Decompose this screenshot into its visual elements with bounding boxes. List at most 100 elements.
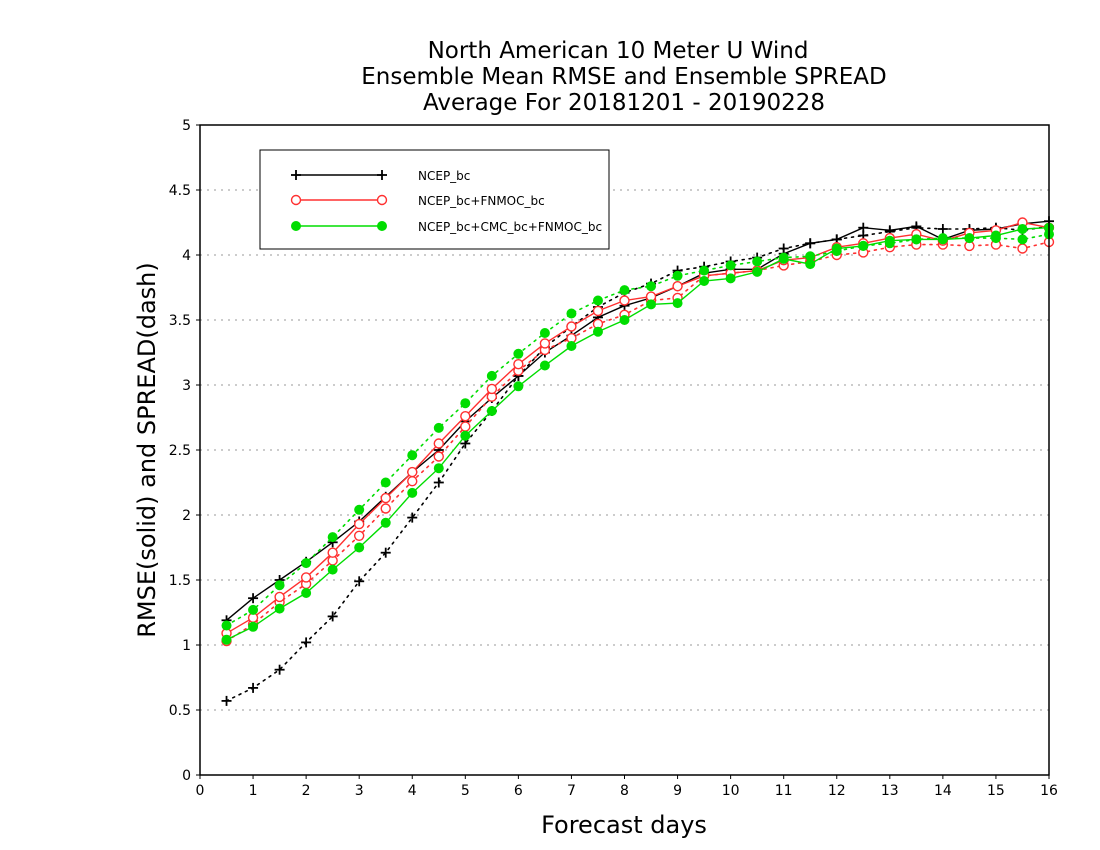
rmse-point-ncep-bc-cmc-bc-fnmoc-bc [805,259,816,270]
title-line-1: North American 10 Meter U Wind [428,38,809,64]
spread-point-ncep-bc-cmc-bc-fnmoc-bc [672,270,683,281]
x-tick-label: 1 [249,783,258,799]
x-tick-label: 8 [620,783,629,799]
spread-point-ncep-bc-cmc-bc-fnmoc-bc [327,532,338,543]
gridlines [200,189,1049,711]
rmse-point-ncep-bc-cmc-bc-fnmoc-bc [725,273,736,284]
legend-label-ncep-bc: NCEP_bc [418,169,470,183]
spread-point-ncep-bc [937,224,948,234]
legend-sample-ncep-bc [291,170,387,180]
rmse-point-ncep-bc-cmc-bc-fnmoc-bc [752,266,763,277]
rmse-point-ncep-bc-fnmoc-bc [300,572,312,583]
y-tick-label: 1.5 [169,573,191,589]
rmse-point-ncep-bc-fnmoc-bc [433,438,444,449]
x-tick-label: 11 [775,783,793,799]
spread-point-ncep-bc-cmc-bc-fnmoc-bc [592,295,603,306]
x-tick-label: 6 [514,783,523,799]
x-axis-title: Forecast days [541,811,707,839]
y-tick-label: 2.5 [169,443,191,459]
spread-point-ncep-bc-fnmoc-bc [460,421,471,432]
spread-point-ncep-bc-cmc-bc-fnmoc-bc [513,348,524,359]
spread-point-ncep-bc-cmc-bc-fnmoc-bc [619,285,630,296]
spread-point-ncep-bc-cmc-bc-fnmoc-bc [725,260,736,271]
y-tick-label: 3.5 [169,313,191,329]
spread-point-ncep-bc-cmc-bc-fnmoc-bc [539,328,550,338]
legend: NCEP_bc NCEP_bc+FNMOC_bc NCEP_bc+CMC_bc+… [259,149,610,250]
spread-point-ncep-bc [380,547,391,558]
rmse-point-ncep-bc-cmc-bc-fnmoc-bc [937,234,948,245]
rmse-point-ncep-bc-cmc-bc-fnmoc-bc [646,299,657,310]
y-tick-label: 5 [182,118,191,134]
rmse-point-ncep-bc-fnmoc-bc [619,295,630,306]
y-tick-label: 2 [182,508,191,524]
rmse-point-ncep-bc-cmc-bc-fnmoc-bc [858,240,869,251]
spread-point-ncep-bc [248,682,259,693]
title-line-3: Average For 20181201 - 20190228 [423,90,825,116]
rmse-point-ncep-bc-cmc-bc-fnmoc-bc [301,588,312,598]
spread-point-ncep-bc [354,576,365,587]
legend-marker-ncep-bc [291,170,301,180]
rmse-point-ncep-bc-cmc-bc-fnmoc-bc [380,517,391,528]
rmse-point-ncep-bc [248,593,259,604]
x-tick-label: 15 [987,783,1005,799]
series-ncep-bc-fnmoc-bc [221,217,1055,647]
rmse-point-ncep-bc-cmc-bc-fnmoc-bc [407,487,418,498]
rmse-line-ncep-bc-fnmoc-bc [226,221,1050,634]
data-series [221,216,1055,706]
title-line-2: Ensemble Mean RMSE and Ensemble SPREAD [361,64,886,90]
spread-point-ncep-bc [274,664,285,675]
rmse-point-ncep-bc-cmc-bc-fnmoc-bc [884,235,895,246]
legend-sample-ncep-bc-fnmoc-bc [290,194,388,206]
rmse-point-ncep-bc-cmc-bc-fnmoc-bc [1017,224,1028,234]
x-tick-label: 14 [934,783,952,799]
rmse-point-ncep-bc [805,238,816,249]
rmse-point-ncep-bc-cmc-bc-fnmoc-bc [513,381,524,392]
spread-point-ncep-bc-cmc-bc-fnmoc-bc [380,477,391,488]
spread-point-ncep-bc-fnmoc-bc [380,503,391,514]
x-tick-label: 16 [1040,783,1058,799]
rmse-point-ncep-bc-fnmoc-bc [407,466,418,478]
rmse-line-ncep-bc-cmc-bc-fnmoc-bc [226,227,1050,641]
spread-point-ncep-bc-cmc-bc-fnmoc-bc [248,604,259,615]
series-ncep-bc-cmc-bc-fnmoc-bc [221,222,1054,645]
y-tick-label: 0 [182,768,191,784]
legend-marker-ncep-bc-fnmoc-bc [290,194,302,206]
rmse-point-ncep-bc-cmc-bc-fnmoc-bc [460,430,471,441]
y-tick-label: 3 [182,378,191,394]
rmse-point-ncep-bc-cmc-bc-fnmoc-bc [911,234,922,245]
x-tick-label: 3 [355,783,364,799]
legend-entries [290,170,388,231]
spread-line-ncep-bc-fnmoc-bc [225,241,1050,642]
legend-marker-ncep-bc [377,170,387,180]
rmse-point-ncep-bc-cmc-bc-fnmoc-bc [778,253,789,264]
y-tick-label: 4.5 [169,183,191,199]
x-tick-label: 7 [567,783,576,799]
spread-point-ncep-bc [433,477,444,488]
rmse-point-ncep-bc-cmc-bc-fnmoc-bc [964,233,975,244]
rmse-point-ncep-bc-fnmoc-bc [539,338,551,349]
spread-point-ncep-bc-cmc-bc-fnmoc-bc [699,265,710,276]
rmse-point-ncep-bc-cmc-bc-fnmoc-bc [354,542,365,553]
x-tick-label: 0 [196,783,205,799]
spread-point-ncep-bc-cmc-bc-fnmoc-bc [646,281,657,292]
rmse-point-ncep-bc-cmc-bc-fnmoc-bc [221,634,232,645]
y-tick-label: 4 [182,248,191,264]
x-axis-ticks: 0 1 2 3 4 5 6 7 8 9 10 11 12 13 14 15 16 [196,775,1058,799]
spread-point-ncep-bc-cmc-bc-fnmoc-bc [566,308,577,319]
rmse-line-ncep-bc [226,220,1050,621]
spread-point-ncep-bc-cmc-bc-fnmoc-bc [301,558,312,569]
x-tick-label: 5 [461,783,470,799]
rmse-point-ncep-bc-fnmoc-bc [486,383,498,395]
chart-title: North American 10 Meter U Wind Ensemble … [361,38,886,116]
spread-point-ncep-bc-fnmoc-bc [353,530,365,541]
rmse-point-ncep-bc-cmc-bc-fnmoc-bc [566,341,577,351]
spread-point-ncep-bc [327,611,338,622]
spread-point-ncep-bc [221,695,232,706]
spread-point-ncep-bc-cmc-bc-fnmoc-bc [1017,234,1028,245]
rmse-point-ncep-bc-fnmoc-bc [566,321,577,332]
spread-point-ncep-bc [301,637,312,648]
rmse-point-ncep-bc-fnmoc-bc [592,305,604,317]
spread-point-ncep-bc-cmc-bc-fnmoc-bc [274,580,285,591]
legend-marker-ncep-bc-fnmoc-bc [376,194,388,206]
